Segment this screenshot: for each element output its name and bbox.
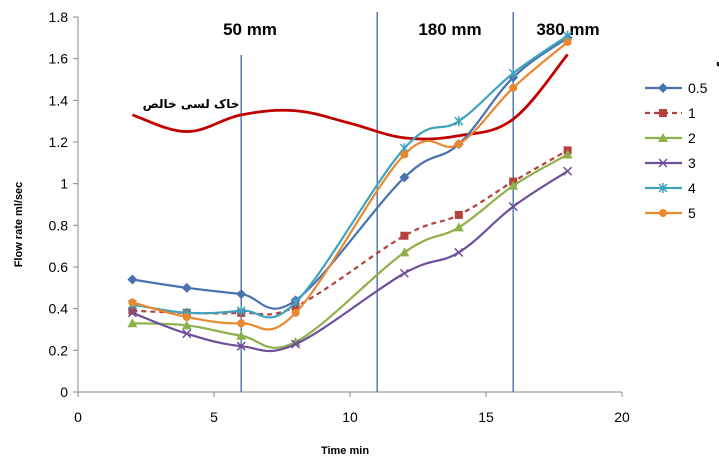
x-tick-label: 0: [74, 409, 82, 425]
data-point: [508, 202, 518, 212]
y-tick-label: 1.4: [49, 92, 69, 108]
reference-curve-line: [131, 53, 569, 141]
y-tick-label: 1.8: [49, 9, 69, 25]
y-tick-label: 0: [60, 384, 68, 400]
y-tick-label: 0.8: [49, 217, 69, 233]
series-0.5: [127, 32, 573, 310]
data-point: [508, 180, 519, 190]
x-tick-label: 15: [478, 409, 494, 425]
legend-layer: درصد نانورس 0.5 1 2 3 4 5: [645, 54, 719, 221]
data-point: [128, 306, 137, 315]
legend-label: 5: [688, 205, 696, 221]
legend-label: 3: [688, 155, 696, 171]
data-point: [182, 313, 191, 321]
series-3: [127, 166, 573, 353]
legend-title: درصد نانورس: [716, 54, 719, 67]
data-point: [236, 305, 246, 316]
data-point: [454, 140, 463, 149]
zone-label: 50 mm: [223, 20, 277, 39]
data-point: [399, 268, 409, 278]
data-point: [291, 297, 301, 308]
data-point: [237, 319, 246, 328]
legend-label: 0.5: [688, 80, 708, 96]
legend-label: 2: [688, 130, 696, 146]
legend-label: 4: [688, 180, 696, 196]
data-point: [400, 231, 409, 240]
data-point: [399, 172, 410, 183]
legend-marker: [658, 133, 668, 142]
data-point: [399, 247, 410, 257]
data-point: [400, 150, 409, 159]
data-point: [236, 341, 246, 351]
y-tick-label: 1.2: [49, 134, 69, 150]
data-point: [562, 149, 573, 159]
legend-label: 1: [688, 105, 696, 121]
legend-marker: [659, 209, 667, 217]
x-tick-label: 5: [210, 409, 218, 425]
reference-curve-label: خاک لسی خالص: [143, 97, 240, 111]
series-line: [132, 36, 569, 310]
x-tick-label: 20: [614, 409, 630, 425]
data-point: [236, 330, 247, 340]
zone-label: 180 mm: [418, 20, 481, 39]
data-point: [291, 308, 300, 317]
data-point: [454, 247, 464, 257]
series-4: [127, 30, 573, 319]
legend-marker: [659, 109, 667, 117]
data-point: [453, 222, 464, 232]
series-5: [128, 38, 572, 331]
data-point: [181, 320, 192, 330]
zones-layer: 50 mm 180 mm 380 mm: [223, 12, 600, 392]
series-line: [132, 170, 569, 353]
reference-layer: خاک لسی خالص: [131, 53, 569, 141]
legend-marker: [658, 183, 668, 193]
axes-layer: 0 0.2 0.4 0.6 0.8 1 1.2 1.4 1.6 1.8 0 5 10 15 20 Time m…: [13, 9, 630, 457]
x-tick-label: 10: [342, 409, 358, 425]
data-point: [508, 68, 518, 79]
data-point: [127, 318, 138, 328]
y-tick-label: 1: [60, 176, 68, 192]
y-axis-title: Flow rate ml/sec: [13, 182, 25, 268]
data-point: [563, 166, 573, 176]
data-point: [236, 289, 247, 300]
data-point: [454, 116, 464, 127]
data-point: [509, 83, 518, 92]
y-tick-label: 0.2: [49, 342, 69, 358]
y-tick-label: 0.4: [49, 301, 69, 317]
data-point: [291, 339, 301, 349]
data-point: [454, 210, 463, 219]
data-point: [128, 298, 137, 307]
series-2: [127, 149, 573, 349]
x-axis-title: Time min: [321, 445, 369, 457]
data-point: [181, 282, 192, 293]
data-point: [563, 38, 572, 46]
y-tick-label: 1.6: [49, 51, 69, 67]
data-point: [182, 329, 192, 339]
legend-marker: [658, 83, 668, 93]
y-tick-label: 0.6: [49, 259, 69, 275]
legend-marker: [658, 158, 668, 168]
zone-label: 380 mm: [536, 20, 599, 39]
series-line: [132, 41, 569, 331]
series-layer: [127, 30, 573, 353]
series-line: [132, 34, 569, 319]
data-point: [127, 308, 137, 318]
series-line: [132, 153, 569, 349]
data-point: [127, 274, 138, 285]
